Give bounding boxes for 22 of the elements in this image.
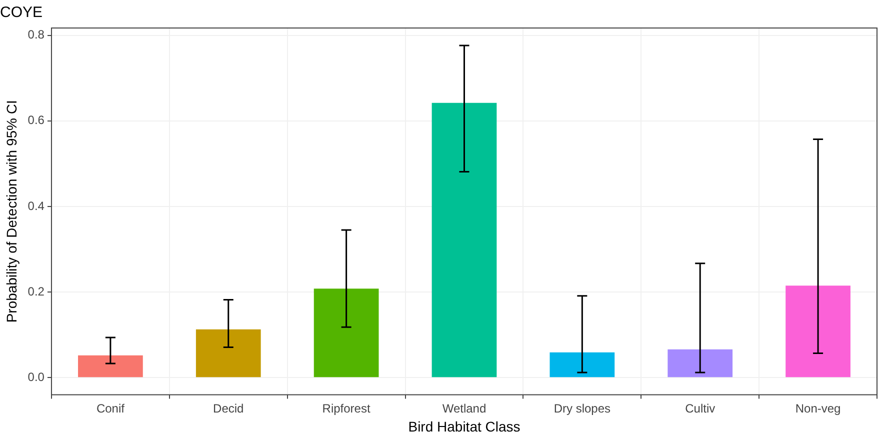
x-axis-title: Bird Habitat Class [408,418,520,434]
x-tick-label: Decid [213,401,244,416]
y-axis-title: Probability of Detection with 95% CI [3,100,20,323]
x-tick-label: Non-veg [795,401,841,416]
bar [196,329,261,378]
x-tick-label: Wetland [442,401,486,416]
y-tick-label: 0.0 [28,370,45,384]
bar [786,286,850,378]
y-tick-label: 0.2 [28,284,45,298]
y-tick-label: 0.4 [28,198,45,213]
x-tick-label: Ripforest [322,401,371,416]
x-tick-label: Conif [96,401,126,416]
chart-title: COYE [0,4,43,22]
y-tick-label: 0.8 [28,28,45,42]
x-tick-label: Cultiv [685,401,716,416]
bar [550,352,615,378]
x-tick-label: Dry slopes [554,401,611,416]
bar [668,349,733,378]
bar [78,355,143,378]
bar [314,288,379,378]
bar [432,102,497,378]
y-tick-label: 0.6 [28,113,45,128]
